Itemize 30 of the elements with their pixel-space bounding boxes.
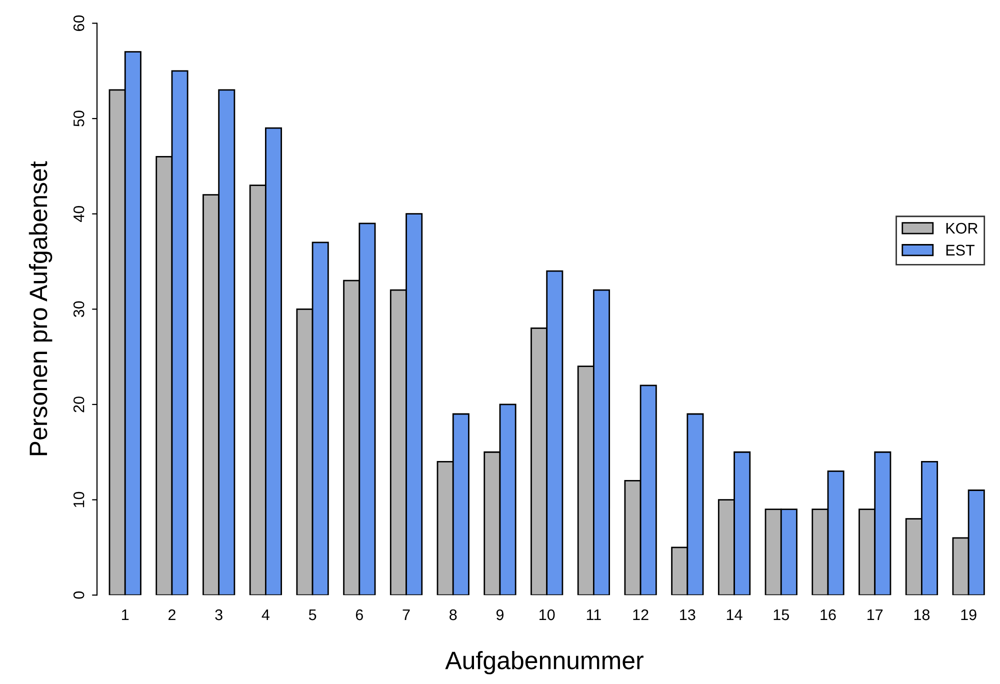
x-tick-label: 17 bbox=[868, 610, 883, 620]
x-tick-label: 8 bbox=[450, 609, 457, 620]
x-tick-label: 10 bbox=[540, 609, 555, 620]
x-tick-label: 6 bbox=[356, 609, 363, 620]
x-tick-label: 13 bbox=[680, 609, 696, 620]
y-tick-label: 0 bbox=[73, 591, 84, 599]
x-tick-label: 5 bbox=[308, 610, 316, 620]
x-tick-label: 19 bbox=[961, 609, 976, 620]
x-axis-title: Aufgabennummer bbox=[445, 650, 644, 674]
y-tick-label: 50 bbox=[73, 110, 84, 126]
x-tick-label: 12 bbox=[633, 609, 648, 620]
x-tick-label: 3 bbox=[215, 609, 222, 620]
x-tick-label: 4 bbox=[262, 610, 270, 620]
x-tick-label: 18 bbox=[914, 609, 930, 620]
x-tick-label: 7 bbox=[402, 610, 410, 620]
y-tick-label: 30 bbox=[73, 301, 84, 318]
legend-label: KOR bbox=[946, 222, 978, 234]
x-tick-label: 2 bbox=[168, 609, 176, 620]
x-tick-label: 11 bbox=[586, 610, 601, 620]
legend-label: EST bbox=[946, 244, 975, 256]
x-tick-label: 1 bbox=[122, 610, 129, 620]
x-tick-label: 14 bbox=[726, 610, 742, 620]
x-tick-label: 15 bbox=[774, 610, 789, 620]
x-tick-label: 16 bbox=[820, 609, 836, 620]
x-tick-label: 9 bbox=[496, 609, 504, 620]
y-tick-label: 60 bbox=[73, 15, 84, 31]
y-tick-label: 40 bbox=[73, 206, 84, 222]
y-axis-title: Personen pro Aufgabenset bbox=[28, 161, 52, 456]
y-tick-label: 10 bbox=[73, 492, 84, 508]
y-tick-label: 20 bbox=[73, 396, 84, 412]
